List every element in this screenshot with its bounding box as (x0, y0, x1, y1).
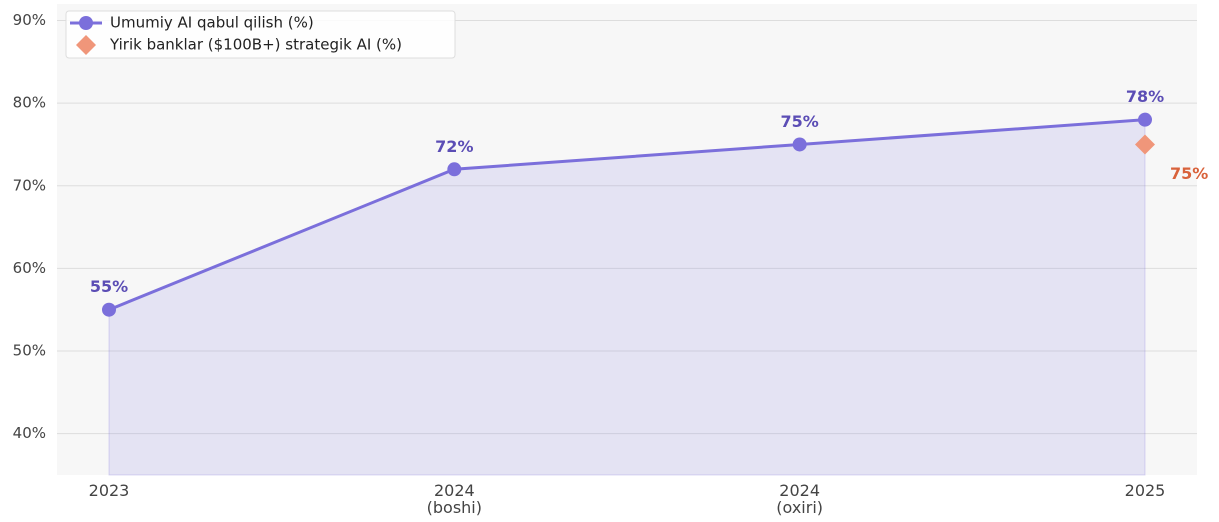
y-tick-label: 90% (13, 11, 46, 29)
y-tick-label: 80% (13, 94, 46, 112)
legend-marker (76, 35, 96, 55)
x-tick-label: 2024 (oxiri) (776, 481, 824, 517)
point (447, 162, 462, 177)
point (1138, 112, 1152, 127)
value-label: 75% (781, 112, 819, 131)
legend-marker (79, 16, 93, 30)
x-tick-label: 2024 (boshi) (426, 481, 482, 517)
point (792, 137, 807, 152)
y-tick-label: 40% (13, 424, 46, 442)
value-label: 75% (1170, 164, 1208, 183)
legend-label: Umumiy AI qabul qilish (%) (110, 14, 314, 32)
line (108, 118, 1146, 312)
legend: Umumiy AI qabul qilish (%) Yirik banklar … (65, 10, 456, 59)
y-tick-label: 50% (13, 342, 46, 360)
value-label: 55% (90, 277, 128, 296)
value-label: 72% (435, 137, 473, 156)
value-label: 78% (1126, 87, 1164, 106)
point (1135, 134, 1155, 155)
y-tick-label: 60% (13, 259, 46, 277)
x-tick-label: 2025 (1124, 481, 1166, 500)
y-tick-label: 70% (13, 176, 46, 194)
x-tick-label: 2023 (88, 481, 130, 500)
legend-label: Yirik banklar ($100B+) strategik AI (%) (109, 36, 402, 54)
plot-background (57, 4, 1197, 475)
legend-box (65, 10, 456, 59)
point (102, 302, 116, 317)
